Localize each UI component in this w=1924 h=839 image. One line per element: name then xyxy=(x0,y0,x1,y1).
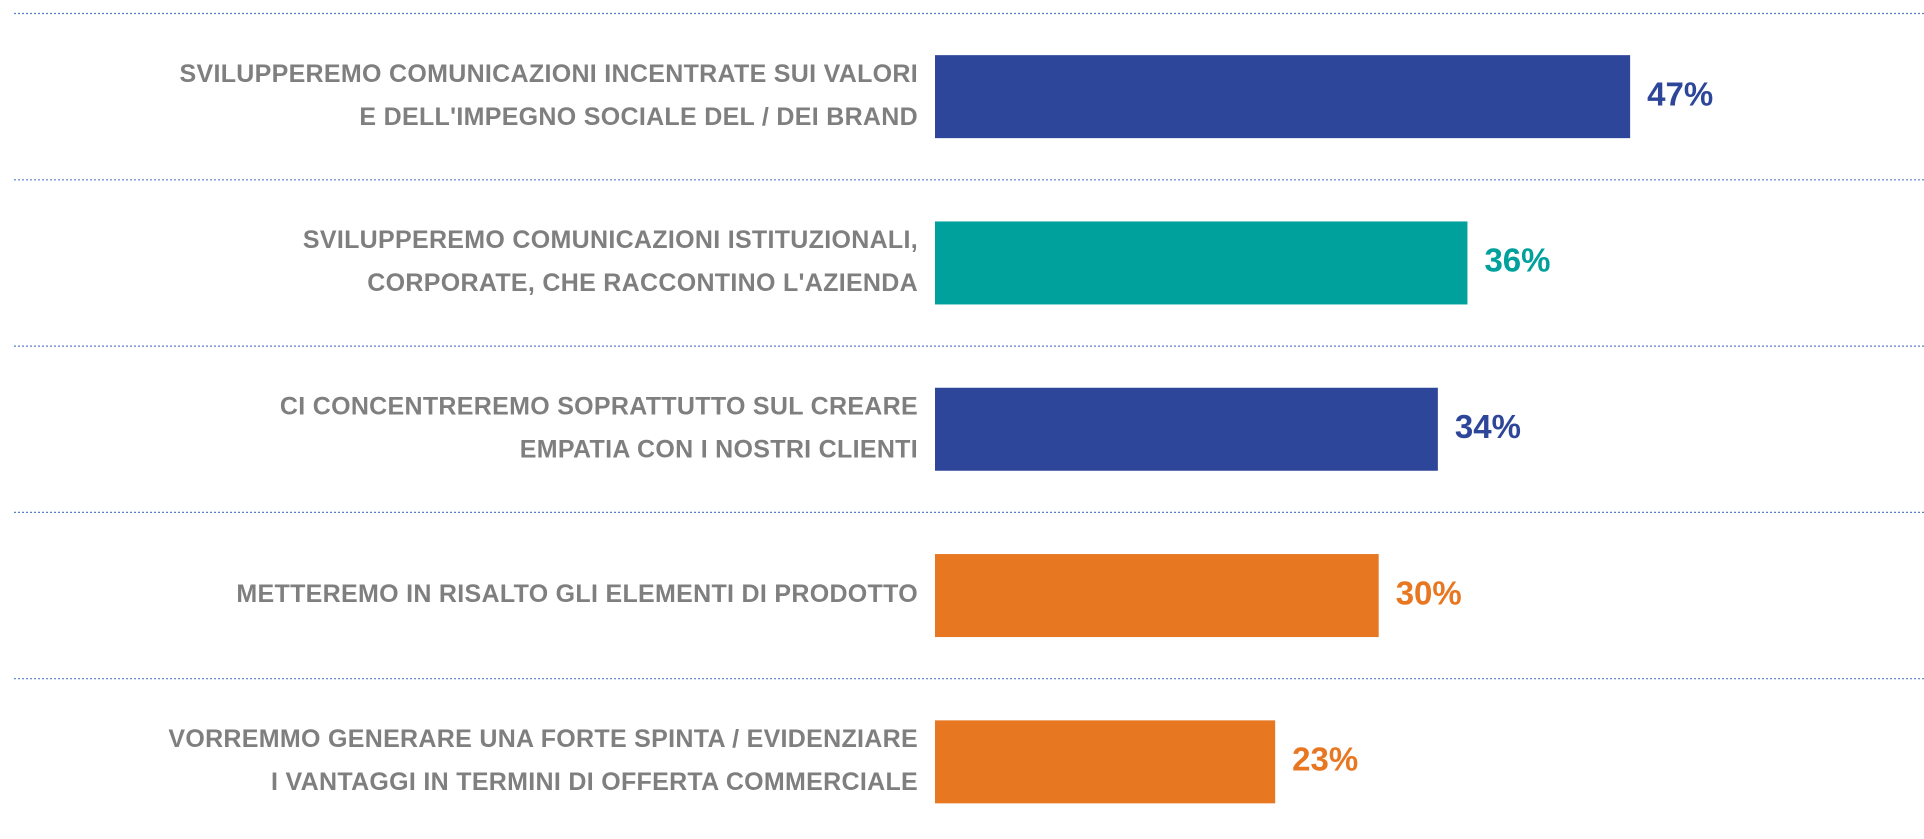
category-label: I VANTAGGI IN TERMINI DI OFFERTA COMMERC… xyxy=(271,768,918,796)
value-label: 47% xyxy=(1647,75,1713,112)
category-label: VORREMMO GENERARE UNA FORTE SPINTA / EVI… xyxy=(168,725,918,753)
category-label: SVILUPPEREMO COMUNICAZIONI INCENTRATE SU… xyxy=(180,60,919,88)
value-label: 36% xyxy=(1484,242,1550,279)
category-label: E DELL'IMPEGNO SOCIALE DEL / DEI BRAND xyxy=(359,103,918,131)
bar xyxy=(935,55,1631,139)
value-label: 34% xyxy=(1455,408,1521,445)
category-label: CORPORATE, CHE RACCONTINO L'AZIENDA xyxy=(367,269,918,297)
value-label: 23% xyxy=(1292,741,1358,778)
bar xyxy=(935,221,1468,305)
bar xyxy=(935,554,1379,638)
category-label: EMPATIA CON I NOSTRI CLIENTI xyxy=(520,435,918,463)
category-label: CI CONCENTREREMO SOPRATTUTTO SUL CREARE xyxy=(280,392,918,420)
bar xyxy=(935,720,1276,804)
category-label: METTEREMO IN RISALTO GLI ELEMENTI DI PRO… xyxy=(236,580,918,608)
category-label: SVILUPPEREMO COMUNICAZIONI ISTITUZIONALI… xyxy=(303,226,918,254)
value-label: 30% xyxy=(1396,574,1462,611)
bar xyxy=(935,387,1438,471)
